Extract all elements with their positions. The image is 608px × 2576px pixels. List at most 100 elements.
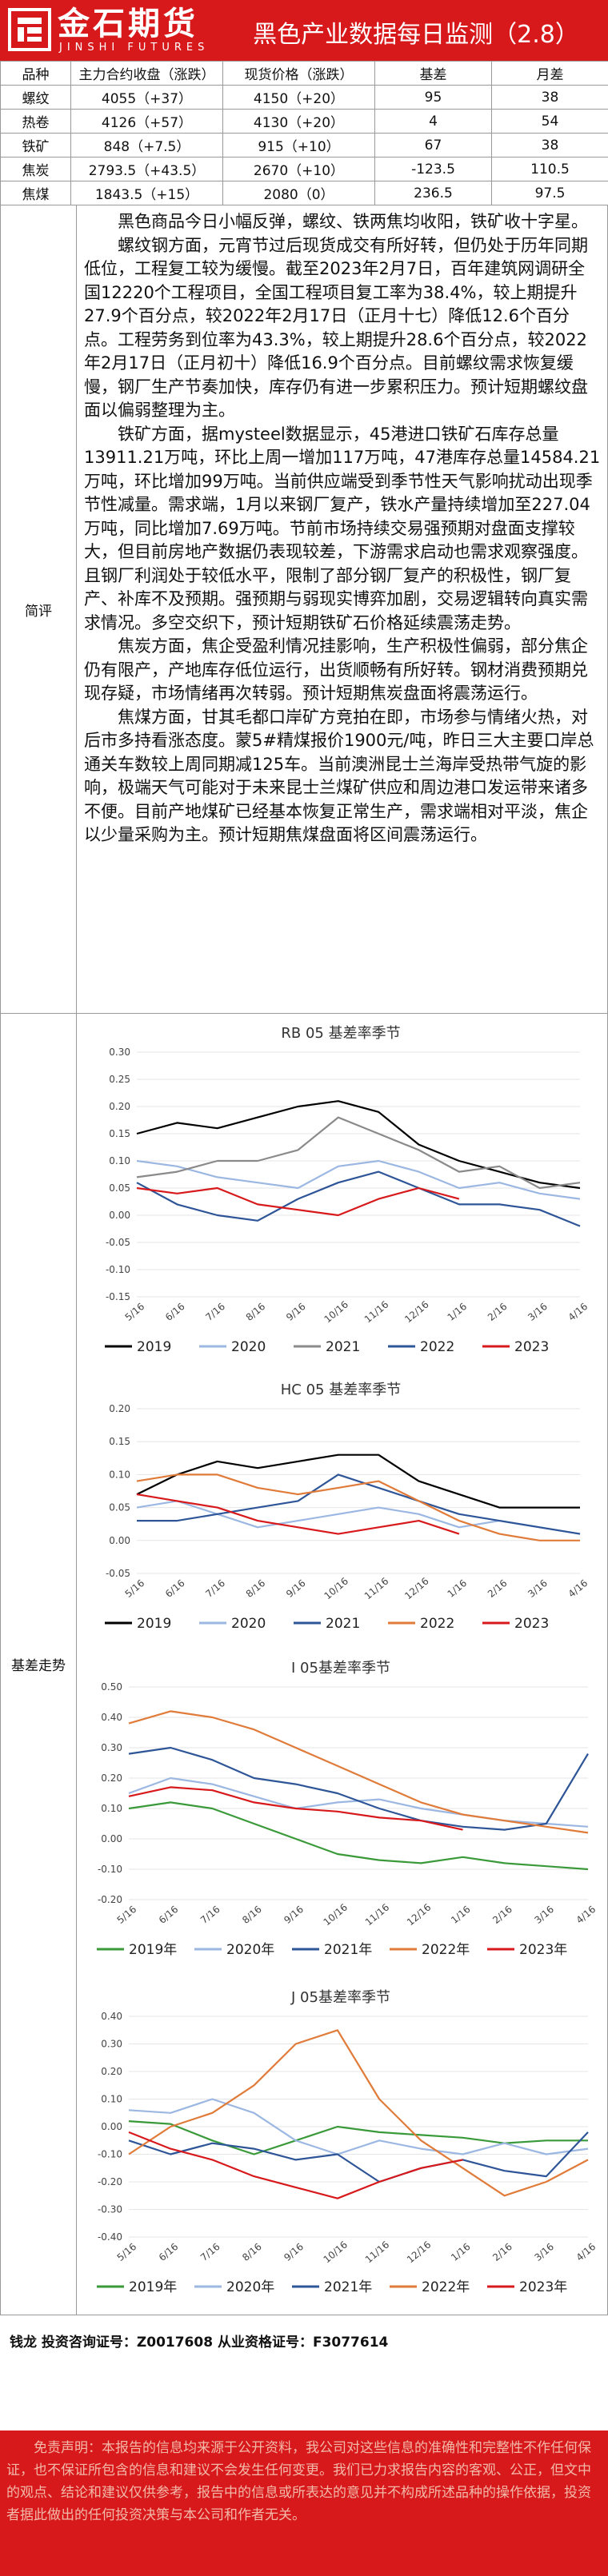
x-tick-label: 5/16 xyxy=(115,2241,139,2263)
column-header: 基差 xyxy=(374,61,492,86)
commentary-paragraph: 焦煤方面，甘其毛都口岸矿方竞拍在即，市场参与情绪火热，对后市多持看涨态度。蒙5#… xyxy=(84,707,594,845)
chart-title: J 05基差率季节 xyxy=(290,1989,390,2006)
x-tick-label: 12/16 xyxy=(402,1298,430,1325)
table-cell: 1843.5（+15） xyxy=(70,181,223,205)
commentary-body: 黑色商品今日小幅反弹，螺纹、铁两焦均收阳，铁矿收十字星。 螺纹钢方面，元宵节过后… xyxy=(84,210,601,847)
series-line-2022 xyxy=(136,1170,581,1227)
table-row: 螺纹 4055（+37） 4150（+20） 95 38 xyxy=(0,85,608,110)
x-tick-label: 6/16 xyxy=(163,1577,187,1600)
y-tick-label: 0.00 xyxy=(101,1833,122,1844)
series-line-2021 xyxy=(137,1473,581,1535)
x-tick-label: 1/16 xyxy=(449,2241,473,2263)
x-tick-label: 6/16 xyxy=(157,2241,181,2263)
series-line-2019 xyxy=(136,1100,581,1190)
y-tick-label: 0.15 xyxy=(109,1436,130,1447)
legend-label: 2021 xyxy=(326,1339,360,1355)
x-tick-label: 6/16 xyxy=(157,1904,181,1926)
legend-label: 2020年 xyxy=(226,1942,274,1958)
chart-title: I 05基差率季节 xyxy=(291,1660,390,1677)
table-cell: 2793.5（+43.5） xyxy=(70,157,223,181)
y-tick-label: 0.10 xyxy=(109,1469,130,1480)
x-tick-label: 3/16 xyxy=(532,1904,556,1926)
chart-title: HC 05 基差率季节 xyxy=(281,1382,401,1398)
y-tick-label: 0.05 xyxy=(109,1502,130,1513)
x-tick-label: 6/16 xyxy=(163,1301,187,1323)
x-tick-label: 9/16 xyxy=(282,2241,306,2263)
series-line-2020年 xyxy=(128,1776,589,1828)
table-cell: 焦炭 xyxy=(0,157,71,181)
y-tick-label: 0.40 xyxy=(101,1712,122,1723)
x-tick-label: 4/16 xyxy=(566,1301,590,1323)
table-cell: 236.5 xyxy=(374,181,492,205)
y-tick-label: -0.05 xyxy=(106,1237,130,1248)
table-cell: 铁矿 xyxy=(0,133,71,158)
x-tick-label: 2/16 xyxy=(490,2241,514,2263)
legend-label: 2023年 xyxy=(519,1942,567,1958)
y-tick-label: 0.40 xyxy=(101,2011,122,2022)
y-tick-label: 0.20 xyxy=(101,1772,122,1784)
legend-label: 2023 xyxy=(514,1339,549,1355)
table-cell: 4 xyxy=(374,109,492,134)
x-tick-label: 11/16 xyxy=(362,1575,390,1601)
y-tick-label: 0.30 xyxy=(101,1742,122,1753)
y-tick-label: 0.10 xyxy=(101,1803,122,1814)
logo-mark-icon xyxy=(8,8,51,51)
series-line-2020 xyxy=(136,1159,581,1200)
table-row: 铁矿 848（+7.5） 915（+10） 67 38 xyxy=(0,133,608,158)
basis-charts-section: 基差走势 RB 05 基差率季节 0.30 0.25 0.20 0.15 0.10 0.05… xyxy=(0,1014,608,2315)
x-tick-label: 1/16 xyxy=(446,1577,470,1600)
table-cell: 4150（+20） xyxy=(222,85,375,110)
table-cell: 38 xyxy=(491,85,608,110)
legend-label: 2021年 xyxy=(324,1942,372,1958)
series-line-2019 xyxy=(136,1453,580,1509)
x-tick-label: 10/16 xyxy=(322,2239,350,2265)
legend-label: 2022年 xyxy=(422,1942,470,1958)
x-tick-label: 5/16 xyxy=(123,1301,147,1323)
series-line-2022年 xyxy=(128,1710,589,1834)
table-cell: 2670（+10） xyxy=(222,157,375,181)
table-cell: 2080（0） xyxy=(222,181,375,205)
table-cell: 4055（+37） xyxy=(70,85,223,110)
x-tick-label: 11/16 xyxy=(363,1901,391,1928)
x-tick-label: 11/16 xyxy=(362,1298,390,1325)
table-row: 热卷 4126（+57） 4130（+20） 4 54 xyxy=(0,109,608,134)
commentary-section: 简评 黑色商品今日小幅反弹，螺纹、铁两焦均收阳，铁矿收十字星。 螺纹钢方面，元宵… xyxy=(0,205,608,1014)
y-tick-label: -0.40 xyxy=(98,2231,122,2243)
legend-label: 2021 xyxy=(326,1616,360,1632)
series-line-2023 xyxy=(136,1493,460,1535)
table-cell: 4126（+57） xyxy=(70,109,223,134)
series-line-2019年 xyxy=(128,2120,588,2155)
series-line-2023年 xyxy=(128,1786,463,1831)
x-tick-label: 12/16 xyxy=(405,1901,433,1928)
y-tick-label: 0.20 xyxy=(109,1403,130,1414)
y-tick-label: -0.15 xyxy=(106,1291,130,1302)
series-line-2021 xyxy=(136,1116,581,1190)
commentary-paragraph: 焦炭方面，焦企受盈利情况挂影响，生产积极性偏弱，部分焦企仍有限产，产地库存低位运… xyxy=(84,636,588,703)
y-tick-label: 0.25 xyxy=(109,1074,130,1085)
series-line-2022年 xyxy=(128,2029,589,2197)
price-table: 品种 主力合约收盘（涨跌） 现货价格（涨跌） 基差 月差 螺纹 4055（+37… xyxy=(0,61,608,205)
disclaimer: 免责声明：本报告的信息均来源于公开资料，我公司对这些信息的准确性和完整性不作任何… xyxy=(0,2430,608,2576)
legend-label: 2021年 xyxy=(324,2279,372,2295)
logo-en-text: JINSHI FUTURES xyxy=(59,42,210,54)
y-tick-label: 0.15 xyxy=(109,1128,130,1139)
column-header: 现货价格（涨跌） xyxy=(222,61,375,86)
series-line-2023年 xyxy=(128,2131,463,2199)
table-cell: 915（+10） xyxy=(222,133,375,158)
x-tick-label: 7/16 xyxy=(203,1577,227,1600)
y-tick-label: 0.10 xyxy=(109,1155,130,1166)
x-tick-label: 8/16 xyxy=(244,1577,268,1600)
y-tick-label: 0.00 xyxy=(109,1535,130,1546)
y-tick-label: 0.00 xyxy=(109,1210,130,1221)
legend-label: 2019年 xyxy=(129,1942,177,1958)
table-cell: 4130（+20） xyxy=(222,109,375,134)
table-cell: 54 xyxy=(491,109,608,134)
x-tick-label: 1/16 xyxy=(446,1301,470,1323)
x-tick-label: 2/16 xyxy=(486,1577,510,1600)
table-cell: 焦煤 xyxy=(0,181,71,205)
x-tick-label: 12/16 xyxy=(402,1575,430,1601)
x-tick-label: 4/16 xyxy=(566,1577,590,1600)
y-tick-label: -0.10 xyxy=(98,2149,122,2160)
legend-label: 2023 xyxy=(514,1616,549,1632)
table-row: 焦煤 1843.5（+15） 2080（0） 236.5 97.5 xyxy=(0,181,608,205)
